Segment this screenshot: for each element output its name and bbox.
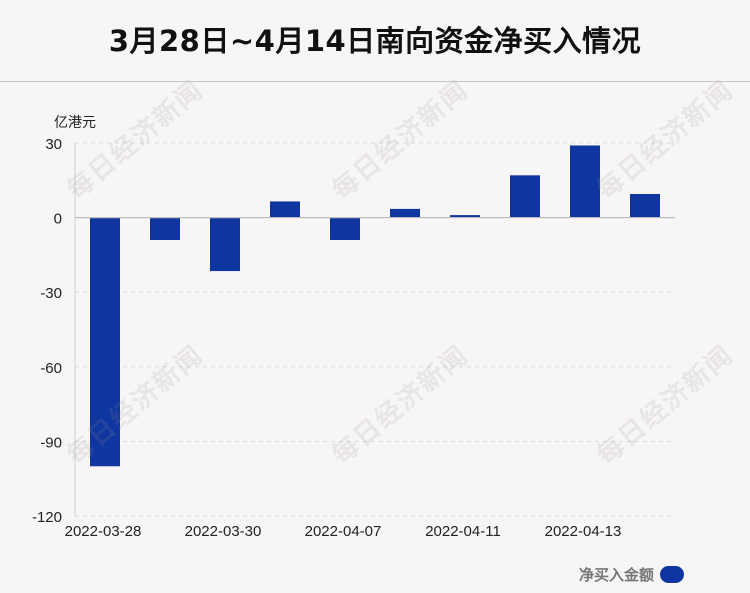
y-tick-label: -90 xyxy=(40,434,62,451)
bar-2022-03-30 xyxy=(210,217,240,272)
x-tick-label: 2022-04-11 xyxy=(425,523,501,540)
bar-2022-04-07 xyxy=(330,217,360,240)
y-tick-label: -120 xyxy=(32,509,62,526)
legend: 净买入金额 xyxy=(579,564,684,585)
x-tick-label: 2022-03-28 xyxy=(65,523,142,540)
y-tick-label: -30 xyxy=(40,285,62,302)
x-tick-label: 2022-03-30 xyxy=(185,523,262,540)
y-tick-label: -60 xyxy=(40,360,62,377)
x-tick-label: 2022-04-07 xyxy=(305,523,382,540)
bar-2022-04-08 xyxy=(390,208,420,218)
bar-2022-04-13 xyxy=(570,145,600,218)
y-tick-label: 0 xyxy=(54,211,62,228)
bar-2022-04-12 xyxy=(510,175,540,218)
bar-2022-03-31 xyxy=(270,201,300,218)
y-tick-label: 30 xyxy=(45,136,62,153)
bar-2022-03-28 xyxy=(90,217,120,467)
y-axis-unit: 亿港元 xyxy=(54,115,96,131)
bar-2022-03-29 xyxy=(150,217,180,240)
bar-2022-04-14 xyxy=(630,193,660,218)
chart-title: 3月28日~4月14日南向资金净买入情况 xyxy=(108,24,642,58)
legend-swatch xyxy=(660,566,684,583)
legend-label: 净买入金额 xyxy=(578,566,654,584)
x-tick-label: 2022-04-13 xyxy=(545,523,622,540)
bar-2022-04-11 xyxy=(450,215,480,218)
title-divider xyxy=(0,81,750,82)
